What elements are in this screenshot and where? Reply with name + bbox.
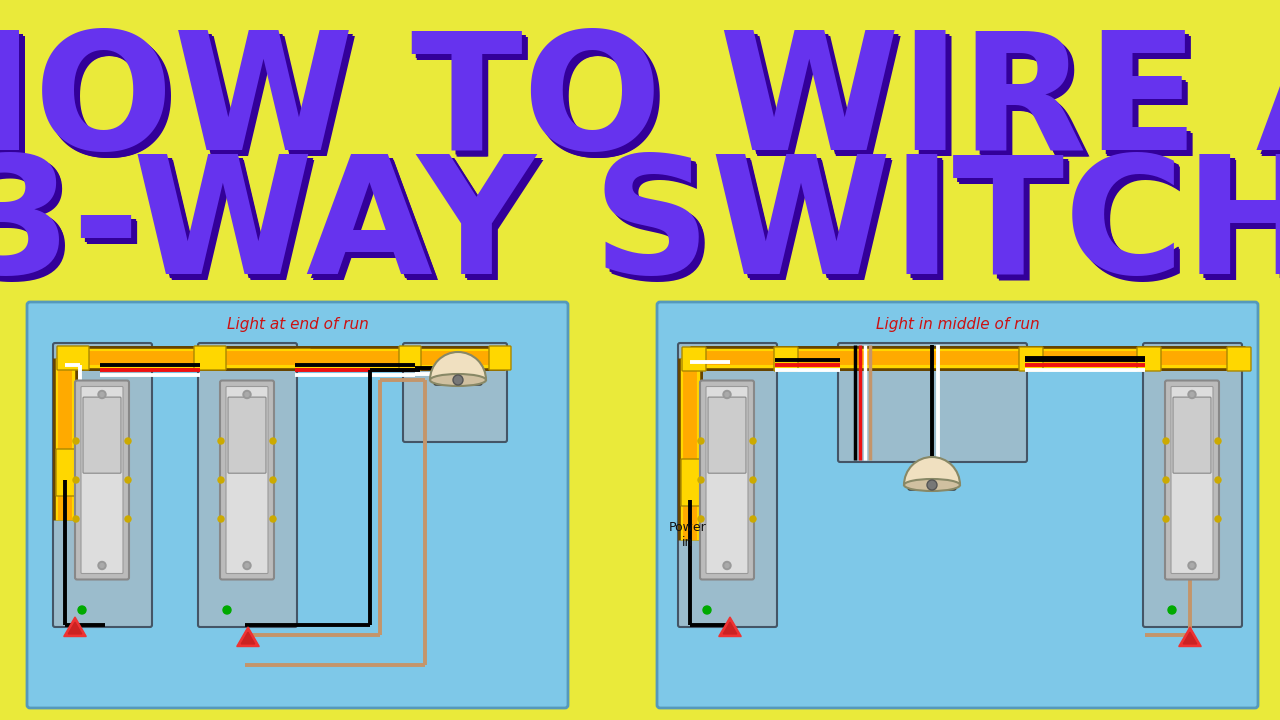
Text: Power
in: Power in — [669, 521, 707, 549]
FancyBboxPatch shape — [58, 346, 90, 370]
Circle shape — [1190, 564, 1194, 567]
Circle shape — [243, 562, 251, 570]
Text: HOW TO WIRE A: HOW TO WIRE A — [0, 30, 1280, 189]
FancyBboxPatch shape — [681, 459, 705, 506]
Circle shape — [723, 562, 731, 570]
Circle shape — [1164, 438, 1169, 444]
FancyBboxPatch shape — [52, 343, 152, 627]
Wedge shape — [430, 352, 486, 380]
Text: 3-WAY SWITCH: 3-WAY SWITCH — [0, 155, 1280, 313]
FancyBboxPatch shape — [76, 380, 129, 580]
FancyBboxPatch shape — [83, 397, 122, 473]
Circle shape — [223, 606, 230, 614]
FancyBboxPatch shape — [195, 346, 227, 370]
FancyBboxPatch shape — [657, 302, 1258, 708]
Circle shape — [99, 390, 106, 398]
FancyBboxPatch shape — [678, 343, 777, 627]
FancyBboxPatch shape — [403, 343, 507, 442]
FancyBboxPatch shape — [399, 346, 421, 370]
Text: HOW TO WIRE A: HOW TO WIRE A — [0, 32, 1280, 191]
Text: Light at end of run: Light at end of run — [227, 318, 369, 333]
Circle shape — [1215, 477, 1221, 483]
Text: HOW TO WIRE A: HOW TO WIRE A — [0, 30, 1280, 189]
FancyBboxPatch shape — [774, 347, 797, 371]
FancyBboxPatch shape — [908, 470, 956, 490]
Circle shape — [270, 516, 276, 522]
Circle shape — [218, 477, 224, 483]
Circle shape — [724, 564, 730, 567]
Circle shape — [73, 438, 79, 444]
Circle shape — [218, 516, 224, 522]
Text: 3-WAY SWITCH: 3-WAY SWITCH — [0, 148, 1280, 307]
FancyBboxPatch shape — [1143, 343, 1242, 627]
Text: HOW TO WIRE A: HOW TO WIRE A — [0, 25, 1280, 184]
Circle shape — [1169, 606, 1176, 614]
Circle shape — [244, 564, 250, 567]
FancyBboxPatch shape — [81, 387, 123, 574]
Text: 3-WAY SWITCH: 3-WAY SWITCH — [0, 153, 1280, 312]
FancyBboxPatch shape — [700, 380, 754, 580]
Circle shape — [125, 477, 131, 483]
FancyBboxPatch shape — [1172, 397, 1211, 473]
Circle shape — [1164, 516, 1169, 522]
Circle shape — [73, 516, 79, 522]
Circle shape — [1188, 562, 1196, 570]
Circle shape — [698, 438, 704, 444]
Circle shape — [99, 562, 106, 570]
Text: 3-WAY SWITCH: 3-WAY SWITCH — [0, 153, 1280, 312]
Circle shape — [750, 438, 756, 444]
Circle shape — [73, 477, 79, 483]
Circle shape — [243, 390, 251, 398]
Circle shape — [218, 438, 224, 444]
FancyBboxPatch shape — [220, 380, 274, 580]
FancyBboxPatch shape — [27, 302, 568, 708]
Circle shape — [453, 375, 463, 385]
FancyBboxPatch shape — [682, 347, 707, 371]
Circle shape — [724, 392, 730, 397]
FancyBboxPatch shape — [228, 397, 266, 473]
Circle shape — [1215, 516, 1221, 522]
Circle shape — [1190, 392, 1194, 397]
Circle shape — [270, 438, 276, 444]
Circle shape — [750, 477, 756, 483]
Ellipse shape — [904, 479, 960, 491]
Circle shape — [100, 564, 104, 567]
Circle shape — [927, 480, 937, 490]
Circle shape — [698, 516, 704, 522]
Circle shape — [78, 606, 86, 614]
FancyBboxPatch shape — [838, 343, 1027, 462]
Circle shape — [244, 392, 250, 397]
Circle shape — [703, 606, 710, 614]
Text: Light in middle of run: Light in middle of run — [876, 318, 1039, 333]
FancyBboxPatch shape — [56, 449, 79, 496]
Circle shape — [1188, 390, 1196, 398]
Circle shape — [100, 392, 104, 397]
FancyBboxPatch shape — [1165, 380, 1219, 580]
FancyBboxPatch shape — [707, 387, 748, 574]
Ellipse shape — [430, 374, 486, 386]
Circle shape — [750, 516, 756, 522]
FancyBboxPatch shape — [1171, 387, 1213, 574]
Circle shape — [723, 390, 731, 398]
FancyBboxPatch shape — [708, 397, 746, 473]
FancyBboxPatch shape — [1228, 347, 1251, 371]
FancyBboxPatch shape — [489, 346, 511, 370]
Circle shape — [698, 477, 704, 483]
FancyBboxPatch shape — [1137, 347, 1161, 371]
FancyBboxPatch shape — [434, 365, 483, 385]
FancyBboxPatch shape — [1019, 347, 1043, 371]
Circle shape — [1164, 477, 1169, 483]
Circle shape — [125, 516, 131, 522]
FancyBboxPatch shape — [198, 343, 297, 627]
Wedge shape — [904, 457, 960, 485]
Circle shape — [125, 438, 131, 444]
Circle shape — [270, 477, 276, 483]
FancyBboxPatch shape — [227, 387, 268, 574]
Circle shape — [1215, 438, 1221, 444]
